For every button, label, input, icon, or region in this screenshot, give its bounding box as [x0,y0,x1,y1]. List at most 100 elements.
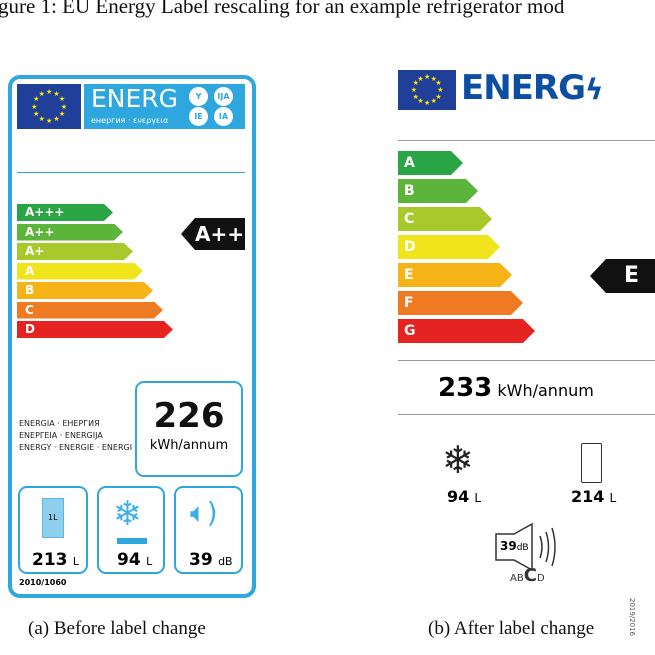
energy-words: ENERGIA · ЕНЕРГИЯ ΕΝΕΡΓΕΙΑ · ENERGIJA EN… [19,418,132,454]
energy-word-line: ENERGIA · ЕНЕРГИЯ [19,419,100,428]
energy-class-label: D [25,322,35,336]
eu-flag-icon: ★ ★ ★ ★ ★ ★ ★ ★ ★ ★ ★ ★ [17,84,81,129]
snowflake-icon: ❄ [113,494,142,534]
star-icon: ★ [435,92,442,101]
star-icon: ★ [424,99,431,108]
energy-class-bar: A [17,263,143,280]
language-circle: IA [214,107,233,126]
star-icon: ★ [58,95,66,104]
energy-class-bar: A+++ [17,204,113,221]
rating-label: A++ [195,222,244,246]
energy-word-line: ENERGY · ENERGIE · ENERGI [19,443,133,452]
star-icon: ★ [53,115,60,124]
freezer-unit: L [474,491,482,505]
noise-class: C [523,565,537,586]
language-circle: Y [189,87,208,106]
divider [17,172,245,173]
energy-class-bar: G [398,319,535,343]
energ-logo: ENERGϟ [461,68,604,108]
milk-carton-icon: 1L [42,498,64,538]
freezer-unit: L [146,555,153,568]
energy-class-bar: A++ [17,224,123,241]
fridge-value: 214 [571,487,605,506]
fridge-unit: L [609,491,617,505]
star-rating-icon [117,538,147,544]
star-icon: ★ [60,102,68,111]
rating-label: E [624,263,640,288]
energy-class-bar: F [398,291,523,315]
lightning-icon: ϟ [585,73,604,106]
energy-class-label: C [25,302,34,317]
star-icon: ★ [417,74,424,83]
star-icon: ★ [417,97,424,106]
star-icon: ★ [410,86,418,94]
star-icon: ★ [53,89,60,98]
energy-class-label: A++ [25,224,55,239]
fridge-unit: L [72,555,80,568]
language-circle: IJA [214,87,233,106]
noise-class: A [510,573,517,584]
fridge-box: 1L 213 L [18,486,88,574]
star-icon: ★ [46,117,53,126]
noise-class: B [516,573,524,584]
star-icon: ★ [33,109,40,118]
energ-logo: ENERG [91,84,179,113]
consumption-unit: kWh/annum [149,438,229,453]
energy-class-label: A [25,263,35,278]
fridge-value: 213 [32,550,68,570]
energy-class-bar: A+ [17,243,133,260]
star-icon: ★ [430,74,437,83]
star-icon: ★ [31,102,38,111]
star-icon: ★ [46,87,53,96]
eu-flag-icon: ★ ★ ★ ★ ★ ★ ★ ★ ★ ★ ★ ★ [398,70,456,110]
energy-class-bar: C [398,207,492,231]
freezer-box: ❄ 94 L [97,486,165,574]
old-energy-label [8,75,256,598]
energy-class-label: A+ [25,244,45,258]
consumption-box: 226 kWh/annum [135,381,243,477]
language-circle: IE [189,107,208,126]
fridge-icon [581,443,602,483]
figure-title: gure 1: EU Energy Label rescaling for an… [0,0,565,18]
energy-class-bar: D [398,235,500,259]
star-icon: ★ [437,86,444,94]
star-icon: ★ [430,97,437,106]
speaker-icon: 🔈︎) [190,496,218,529]
freezer-value: 94 [117,550,141,570]
regulation-number: 2010/1060 [19,578,67,587]
star-icon: ★ [412,92,419,101]
snowflake-icon: ❄ [442,438,474,482]
divider [398,140,655,141]
star-icon: ★ [38,89,45,98]
noise-value: 39 [500,539,517,553]
noise-value: 39 [189,550,213,570]
star-icon: ★ [424,72,431,81]
consumption-value: 226 [153,396,225,436]
noise-class: D [536,573,545,584]
energy-header: ENERG енергия · ενεργεια Y IJA IE IA [84,84,245,129]
rating-arrow: A++ [181,218,245,250]
energy-class-bar: A [398,151,463,175]
noise-class-scale: ABCD [510,566,545,589]
energy-class-bar: E [398,263,512,287]
energy-class-label: A+++ [25,205,65,219]
divider [398,360,655,361]
energy-class-bar: B [17,282,153,299]
star-icon: ★ [435,79,442,88]
freezer-value: 94 [447,487,470,506]
noise-unit: dB [516,543,529,553]
consumption-value: 233 [438,373,493,403]
caption-b: (b) After label change [428,618,595,639]
energy-word-line: ΕΝΕΡΓΕΙΑ · ENERGIJA [19,431,103,440]
regulation-number: 2019/2016 [628,598,636,636]
energy-class-bar: D [17,321,173,338]
divider [398,414,655,415]
caption-a: (a) Before label change [28,618,206,639]
energ-subtitle: енергия · ενεργεια [91,116,169,125]
noise-box: 🔈︎) 39 dB [174,486,243,574]
energy-class-bar: C [17,302,163,319]
consumption-unit: kWh/annum [497,381,594,400]
energy-class-bar: B [398,179,478,203]
noise-unit: dB [218,555,233,568]
speaker-icon [495,522,556,572]
